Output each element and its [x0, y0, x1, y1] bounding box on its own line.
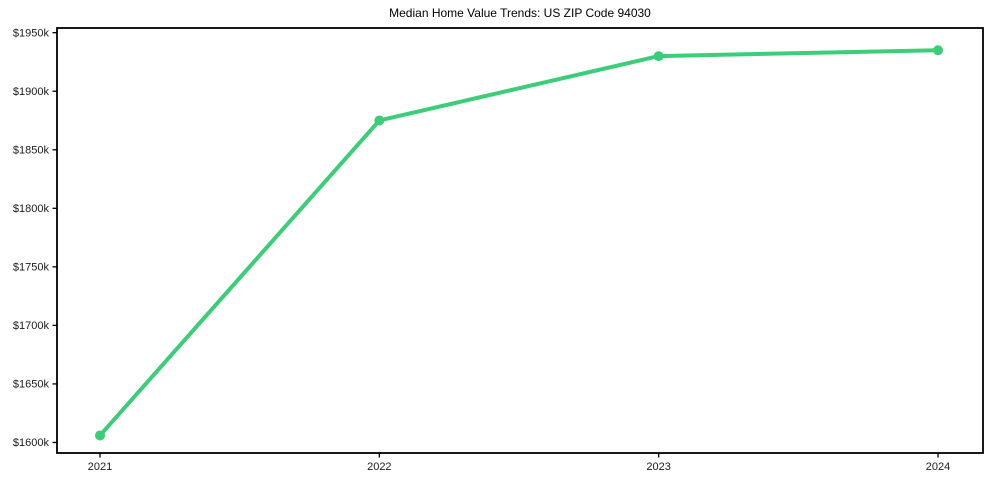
y-tick-label: $1750k	[13, 261, 50, 273]
y-axis: $1600k $1650k $1700k $1750k $1800k $1850k $190…	[13, 27, 57, 449]
x-axis: 2021 2022 2023 2024	[88, 453, 950, 473]
y-tick-label: $1800k	[13, 203, 50, 215]
y-tick-label: $1950k	[13, 27, 50, 39]
data-point	[95, 430, 105, 441]
plot-border	[56, 27, 984, 454]
x-tick-label: 2023	[646, 461, 670, 473]
y-tick-label: $1850k	[13, 144, 50, 156]
y-tick-label: $1900k	[13, 86, 50, 98]
data-point	[374, 115, 385, 126]
y-tick-label: $1650k	[13, 379, 50, 391]
data-point	[653, 51, 664, 62]
x-tick-label: 2021	[88, 461, 112, 473]
data-line	[98, 48, 940, 438]
y-tick-label: $1700k	[13, 320, 50, 332]
data-point	[933, 45, 943, 56]
y-tick-label: $1600k	[13, 437, 50, 449]
chart-title: Median Home Value Trends: US ZIP Code 94…	[389, 6, 651, 20]
x-tick-label: 2024	[926, 461, 950, 473]
x-tick-label: 2022	[367, 461, 391, 473]
